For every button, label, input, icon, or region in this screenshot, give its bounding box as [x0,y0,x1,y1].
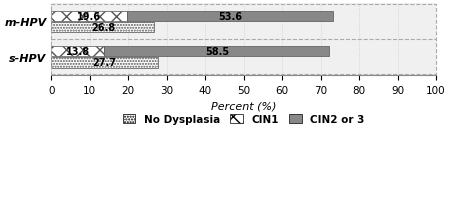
Bar [51,58,158,68]
Text: 58.5: 58.5 [205,47,229,57]
Bar [51,22,154,33]
Text: 53.6: 53.6 [218,12,242,21]
X-axis label: Percent (%): Percent (%) [211,101,276,111]
Text: 19.6: 19.6 [77,12,101,21]
Bar [127,12,333,21]
Legend: No Dysplasia, CIN1, CIN2 or 3: No Dysplasia, CIN1, CIN2 or 3 [119,110,369,129]
Bar [51,12,127,21]
Bar [104,47,329,57]
Bar [51,47,104,57]
Text: 13.8: 13.8 [66,47,90,57]
Text: 26.8: 26.8 [91,23,115,33]
Text: 27.7: 27.7 [93,58,117,68]
